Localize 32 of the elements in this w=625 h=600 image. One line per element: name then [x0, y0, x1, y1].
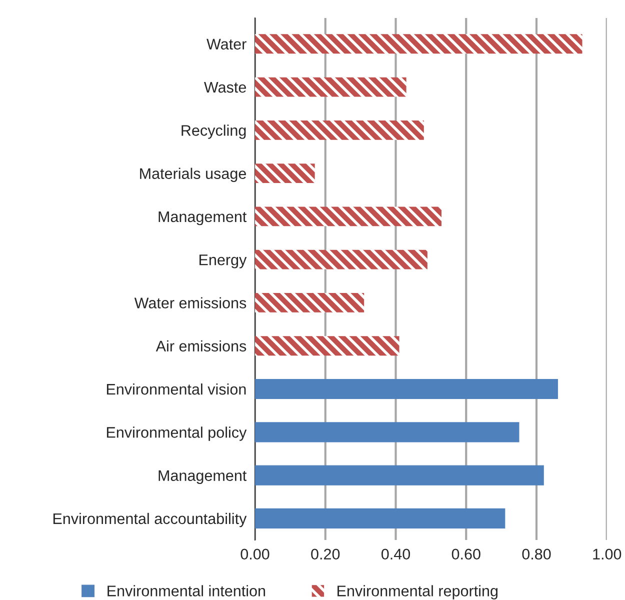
bar — [255, 422, 520, 442]
bar — [255, 336, 400, 356]
bar — [255, 293, 364, 312]
bar — [255, 465, 544, 486]
x-tick-label: 1.00 — [593, 548, 622, 560]
y-tick-label: Environmental accountability — [53, 512, 247, 528]
y-tick-label: Environmental policy — [106, 426, 247, 441]
x-tick-label: 0.00 — [240, 548, 270, 560]
bar — [255, 34, 582, 54]
legend-label: Environmental intention — [108, 585, 266, 596]
bar — [255, 164, 315, 184]
y-tick-label: Management — [158, 211, 247, 226]
y-tick-label: Energy — [200, 254, 247, 268]
bar — [255, 250, 428, 270]
bar — [255, 120, 424, 140]
x-tick-label: 0.80 — [522, 548, 551, 560]
bar — [255, 378, 558, 400]
bar — [255, 508, 506, 528]
y-tick-label: Materials usage — [140, 168, 246, 182]
y-tick-label: Air emissions — [156, 340, 246, 352]
x-tick-label: 0.40 — [381, 548, 410, 560]
y-tick-label: Recycling — [182, 124, 246, 139]
x-tick-label: 0.60 — [452, 548, 480, 560]
y-tick-label: Water emissions — [134, 297, 246, 308]
y-tick-label: Management — [158, 470, 247, 484]
y-tick-label: Waste — [204, 82, 246, 93]
bar — [255, 206, 442, 226]
y-tick-label: Environmental vision — [106, 383, 246, 395]
x-tick-label: 0.20 — [311, 548, 340, 560]
bar — [255, 77, 406, 97]
legend-label: Environmental reporting — [338, 585, 498, 600]
y-tick-label: Water — [206, 38, 246, 50]
